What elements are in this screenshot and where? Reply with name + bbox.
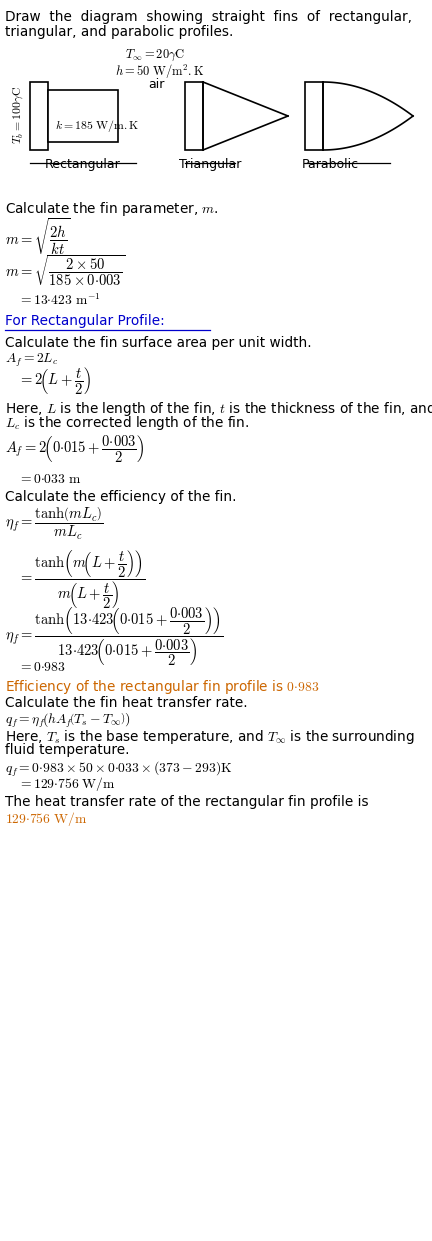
Text: Parabolic: Parabolic [302, 158, 359, 171]
Text: $q_f = \eta_f\!\left(hA_f\!\left(T_s - T_\infty\right)\right)$: $q_f = \eta_f\!\left(hA_f\!\left(T_s - T… [5, 712, 131, 731]
Text: For Rectangular Profile:: For Rectangular Profile: [5, 314, 165, 328]
Text: $\eta_f = \dfrac{\tanh\!\left(13{\cdot}423\!\left(0{\cdot}015 + \dfrac{0{\cdot}0: $\eta_f = \dfrac{\tanh\!\left(13{\cdot}4… [5, 606, 223, 668]
Text: $= 13{\cdot}423\ \mathrm{m}^{-1}$: $= 13{\cdot}423\ \mathrm{m}^{-1}$ [18, 292, 101, 308]
Text: The heat transfer rate of the rectangular fin profile is: The heat transfer rate of the rectangula… [5, 795, 368, 809]
Text: $q_f = 0{\cdot}983\times 50\times 0{\cdot}033\times(373-293)\mathrm{K}$: $q_f = 0{\cdot}983\times 50\times 0{\cdo… [5, 759, 232, 779]
Bar [185, 82, 203, 150]
Text: $=129{\cdot}756\ \mathrm{W/m}$: $=129{\cdot}756\ \mathrm{W/m}$ [18, 774, 116, 793]
Text: $= \dfrac{\tanh\!\left(m\!\left(L + \dfrac{t}{2}\right)\right)}{m\!\left(L + \df: $= \dfrac{\tanh\!\left(m\!\left(L + \dfr… [18, 549, 146, 611]
Text: Efficiency of the rectangular fin profile is $0{\cdot}983$: Efficiency of the rectangular fin profil… [5, 678, 319, 696]
Text: Triangular: Triangular [179, 158, 241, 171]
Text: $T_\infty = 20°\mathrm{C}$: $T_\infty = 20°\mathrm{C}$ [125, 48, 185, 63]
Text: Calculate the efficiency of the fin.: Calculate the efficiency of the fin. [5, 490, 236, 504]
Text: $129{\cdot}756\ \mathrm{W/m}$: $129{\cdot}756\ \mathrm{W/m}$ [5, 810, 87, 828]
Text: $= 0{\cdot}033\ \mathrm{m}$: $= 0{\cdot}033\ \mathrm{m}$ [18, 472, 81, 486]
Bar [30, 82, 48, 150]
Text: air: air [148, 78, 164, 91]
Text: $T_b = 100°\mathrm{C}$: $T_b = 100°\mathrm{C}$ [11, 86, 25, 144]
Bar [305, 82, 323, 150]
Text: Calculate the fin parameter, $m$.: Calculate the fin parameter, $m$. [5, 200, 219, 218]
Bar [48, 91, 118, 141]
Text: Rectangular: Rectangular [45, 158, 121, 171]
Text: Here, $L$ is the length of the fin, $t$ is the thickness of the fin, and: Here, $L$ is the length of the fin, $t$ … [5, 400, 432, 418]
Text: $k = 185\ \mathrm{W/m.K}$: $k = 185\ \mathrm{W/m.K}$ [55, 118, 140, 134]
Text: Here, $T_s$ is the base temperature, and $T_\infty$ is the surrounding: Here, $T_s$ is the base temperature, and… [5, 728, 415, 746]
Text: $h = 50\ \mathrm{W/m^2.K}$: $h = 50\ \mathrm{W/m^2.K}$ [115, 63, 204, 81]
Text: fluid temperature.: fluid temperature. [5, 743, 130, 757]
Text: Draw  the  diagram  showing  straight  fins  of  rectangular,: Draw the diagram showing straight fins o… [5, 10, 412, 24]
Text: $A_f = 2L_c$: $A_f = 2L_c$ [5, 352, 58, 370]
Text: $= 2\!\left(L + \dfrac{t}{2}\right)$: $= 2\!\left(L + \dfrac{t}{2}\right)$ [18, 366, 91, 397]
Text: $m = \sqrt{\dfrac{2h}{kt}}$: $m = \sqrt{\dfrac{2h}{kt}}$ [5, 216, 71, 257]
Text: Calculate the fin heat transfer rate.: Calculate the fin heat transfer rate. [5, 696, 248, 710]
Text: $L_c$ is the corrected length of the fin.: $L_c$ is the corrected length of the fin… [5, 414, 249, 432]
Text: triangular, and parabolic profiles.: triangular, and parabolic profiles. [5, 25, 233, 38]
Text: $A_f = 2\!\left(0{\cdot}015 + \dfrac{0{\cdot}003}{2}\right)$: $A_f = 2\!\left(0{\cdot}015 + \dfrac{0{\… [5, 434, 145, 465]
Text: $= 0{\cdot}983$: $= 0{\cdot}983$ [18, 660, 66, 674]
Text: $\eta_f = \dfrac{\tanh\!\left(mL_c\right)}{mL_c}$: $\eta_f = \dfrac{\tanh\!\left(mL_c\right… [5, 506, 103, 542]
Text: $m = \sqrt{\dfrac{2\times 50}{185\times 0{\cdot}003}}$: $m = \sqrt{\dfrac{2\times 50}{185\times … [5, 253, 126, 288]
Text: Calculate the fin surface area per unit width.: Calculate the fin surface area per unit … [5, 336, 311, 350]
